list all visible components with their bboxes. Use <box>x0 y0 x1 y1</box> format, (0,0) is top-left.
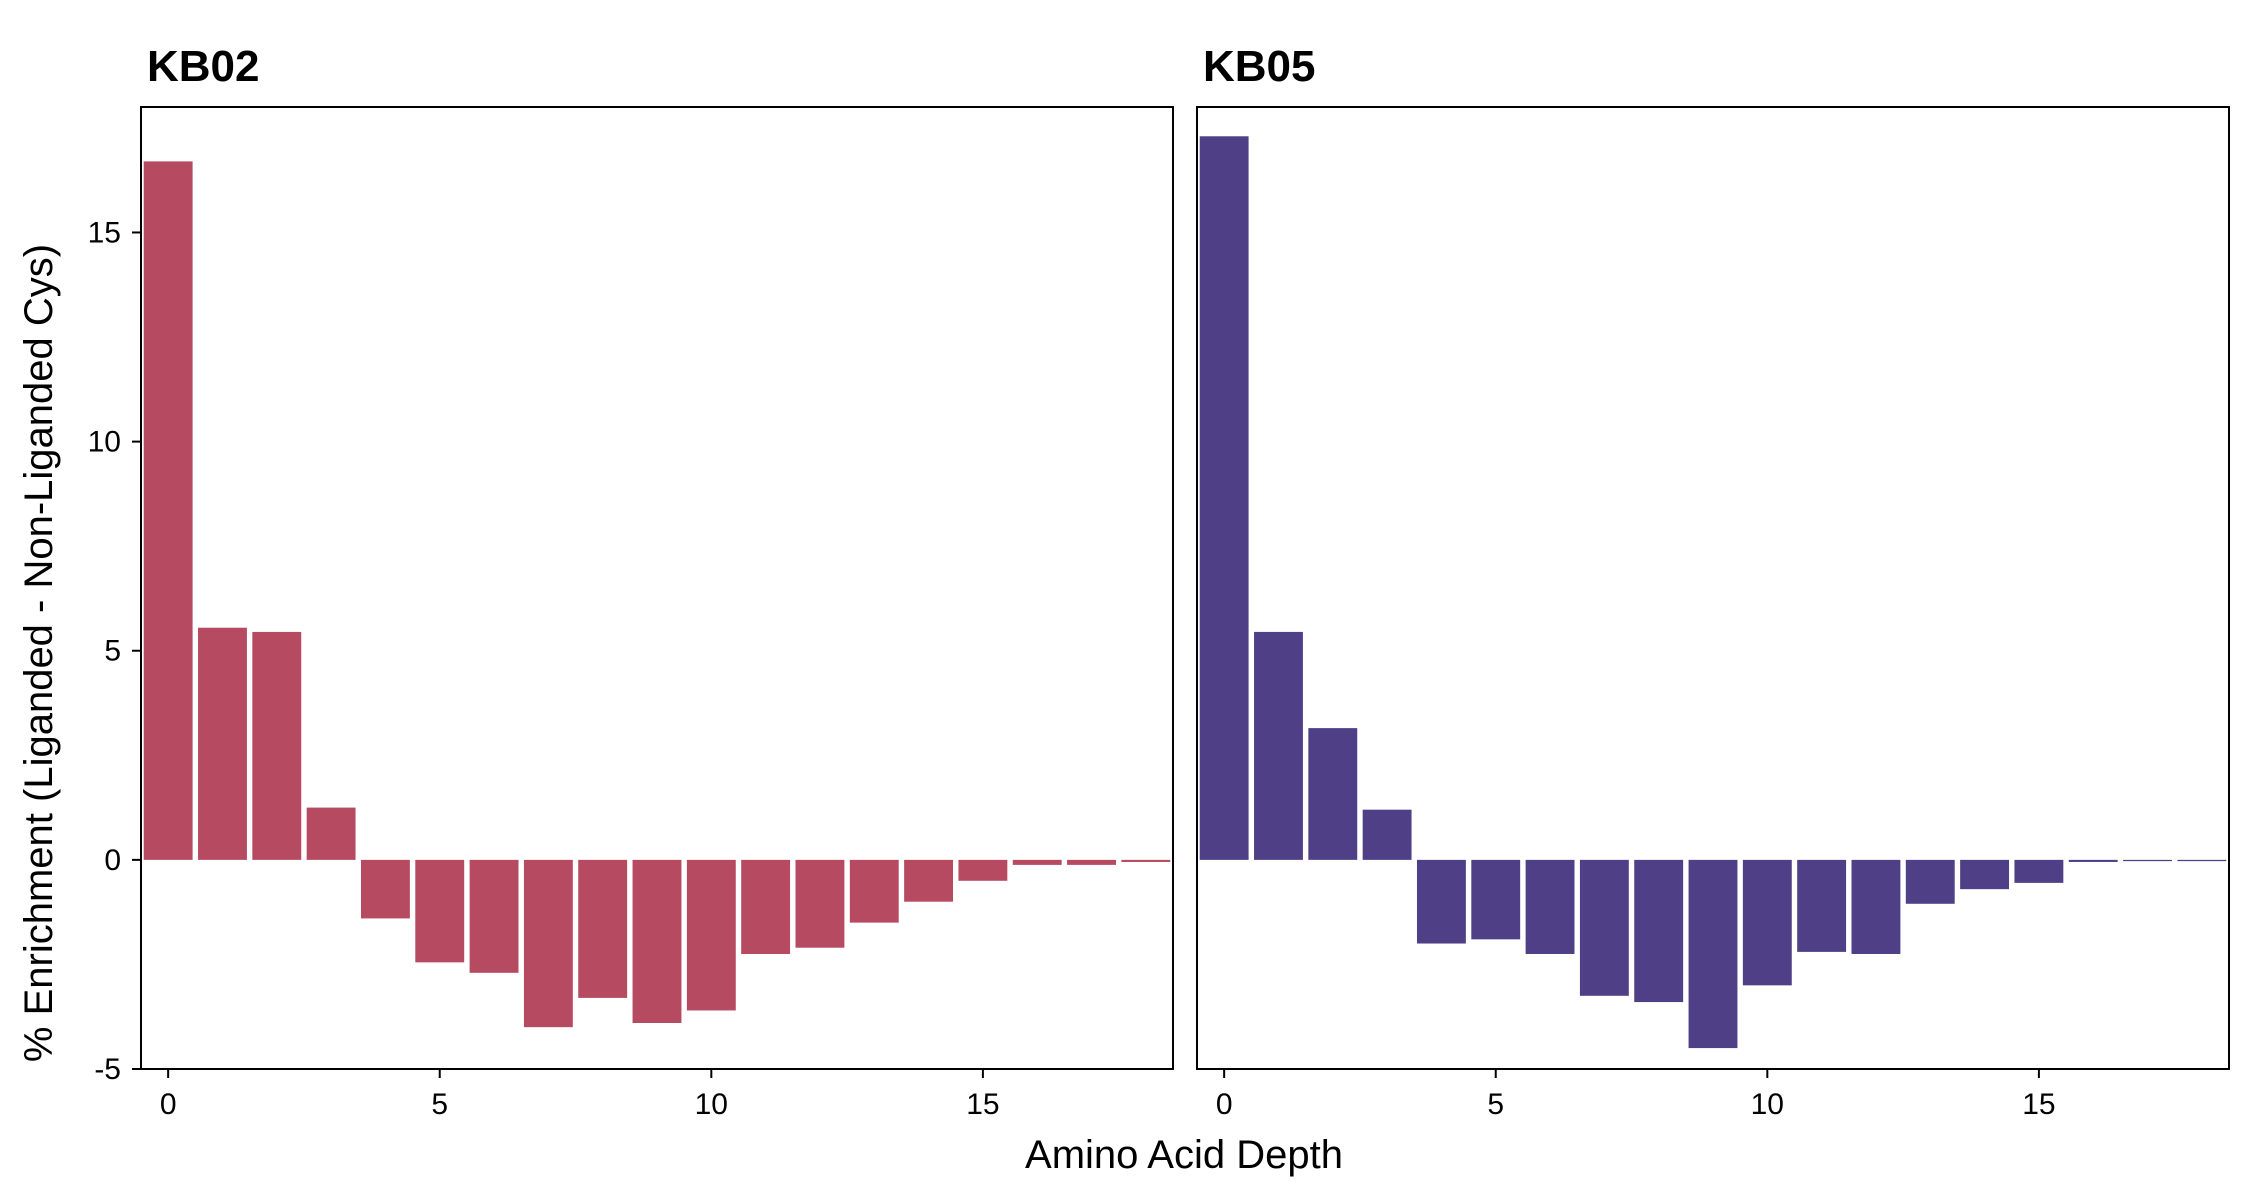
bar-kb05-15 <box>2014 859 2064 883</box>
y-tick-label: 5 <box>104 635 121 668</box>
bar-kb02-3 <box>306 807 356 860</box>
bar-kb05-7 <box>1579 859 1629 996</box>
bar-kb05-8 <box>1634 859 1684 1003</box>
y-tick-label: 10 <box>88 426 121 459</box>
bar-kb02-18 <box>1121 859 1171 862</box>
bar-kb02-15 <box>958 859 1008 881</box>
x-tick-label: 0 <box>160 1088 177 1121</box>
bar-kb05-9 <box>1688 859 1738 1049</box>
y-tick-label: 0 <box>104 844 121 877</box>
bar-kb02-14 <box>904 859 954 902</box>
x-axis-label: Amino Acid Depth <box>1025 1133 1343 1177</box>
bar-kb02-5 <box>415 859 465 963</box>
x-tick-label: 10 <box>695 1088 728 1121</box>
bar-kb02-13 <box>849 859 899 923</box>
panel-title: KB02 <box>147 42 260 91</box>
bar-kb05-11 <box>1797 859 1847 952</box>
bar-kb02-9 <box>632 859 682 1023</box>
bar-kb05-2 <box>1308 728 1358 860</box>
x-tick-label: 10 <box>1751 1088 1784 1121</box>
x-tick-label: 15 <box>966 1088 999 1121</box>
y-tick-label: -5 <box>94 1053 121 1086</box>
bar-kb02-6 <box>469 859 519 973</box>
y-tick-label: 15 <box>88 216 121 249</box>
panel-title: KB05 <box>1203 42 1316 91</box>
bar-kb05-3 <box>1362 809 1412 860</box>
bar-kb02-11 <box>741 859 791 954</box>
bar-kb05-16 <box>2068 859 2118 862</box>
panel-kb02: 0 5 10 15 -5 0 5 10 15 KB02 <box>88 42 1174 1121</box>
bar-kb02-10 <box>686 859 736 1011</box>
plot-frame <box>1196 106 2230 1070</box>
plot-frame <box>140 106 1174 1070</box>
bar-kb02-2 <box>252 631 302 860</box>
bar-kb02-16 <box>1012 859 1062 865</box>
bar-kb05-18 <box>2177 859 2227 862</box>
bar-kb05-13 <box>1905 859 1955 904</box>
bar-kb05-4 <box>1416 859 1466 944</box>
x-tick-label: 5 <box>431 1088 448 1121</box>
bar-kb05-17 <box>2123 859 2172 862</box>
panel-kb05: 0 5 10 15 KB05 <box>1196 42 2230 1121</box>
bar-kb02-1 <box>198 627 247 860</box>
bar-kb05-10 <box>1742 859 1792 986</box>
bar-kb02-4 <box>360 859 410 919</box>
bar-kb05-12 <box>1851 859 1901 954</box>
bar-kb02-0 <box>143 161 193 860</box>
bar-kb02-7 <box>523 859 573 1028</box>
x-tick-label: 5 <box>1487 1088 1504 1121</box>
x-tick-label: 15 <box>2022 1088 2055 1121</box>
bar-kb02-12 <box>795 859 845 948</box>
bar-kb05-1 <box>1254 631 1303 860</box>
x-tick-label: 0 <box>1216 1088 1233 1121</box>
y-axis-label: % Enrichment (Liganded - Non-Liganded Cy… <box>17 244 61 1062</box>
bar-kb02-17 <box>1067 859 1116 865</box>
bar-kb05-6 <box>1525 859 1575 954</box>
bar-kb05-5 <box>1471 859 1521 940</box>
bar-kb05-0 <box>1199 136 1249 860</box>
bar-kb05-14 <box>1960 859 2010 890</box>
bar-kb02-8 <box>578 859 628 998</box>
